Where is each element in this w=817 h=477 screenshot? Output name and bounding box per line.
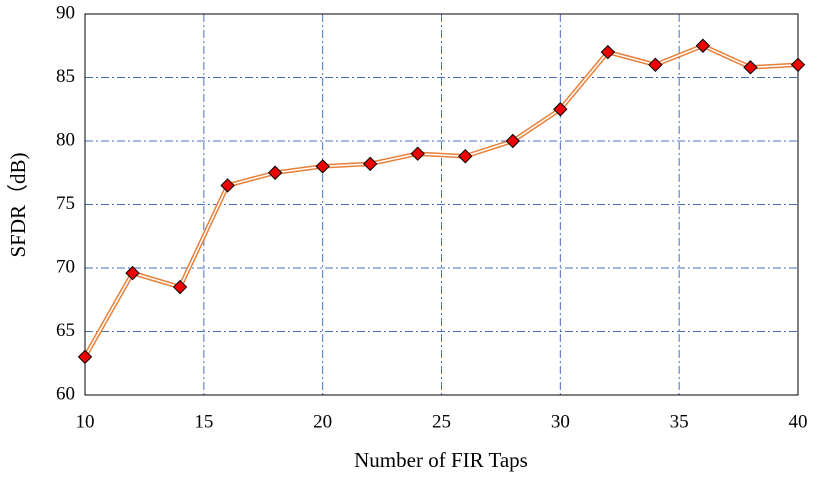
y-tick-label: 80 <box>56 129 75 150</box>
x-tick-label: 10 <box>76 411 95 432</box>
plot-frame <box>84 13 799 396</box>
marker <box>77 349 93 365</box>
y-axis-title: SFDR（dB) <box>6 152 30 257</box>
marker <box>267 165 283 180</box>
y-tick-label: 85 <box>56 66 75 87</box>
marker <box>648 57 663 73</box>
marker <box>315 159 330 174</box>
x-tick-label: 15 <box>194 411 213 432</box>
y-tick-label: 75 <box>56 193 75 214</box>
x-tick-label: 20 <box>313 411 332 432</box>
marker <box>600 44 616 60</box>
x-axis-title: Number of FIR Taps <box>354 448 528 472</box>
marker <box>553 102 568 117</box>
marker <box>458 149 473 164</box>
y-tick-label: 70 <box>56 256 75 277</box>
marker <box>172 279 188 295</box>
marker <box>790 57 806 73</box>
marker <box>362 156 378 172</box>
y-tick-label: 65 <box>56 320 75 341</box>
marker <box>220 178 235 193</box>
series-line-inner <box>84 45 799 358</box>
marker <box>743 60 758 75</box>
x-tick-label: 25 <box>432 411 451 432</box>
x-tick-label: 35 <box>670 411 689 432</box>
marker <box>125 265 140 281</box>
marker <box>695 38 711 53</box>
marker <box>505 133 521 149</box>
y-tick-label: 60 <box>56 383 75 404</box>
x-tick-label: 40 <box>789 411 808 432</box>
y-tick-label: 90 <box>56 2 75 23</box>
x-tick-label: 30 <box>551 411 570 432</box>
marker <box>410 146 425 161</box>
